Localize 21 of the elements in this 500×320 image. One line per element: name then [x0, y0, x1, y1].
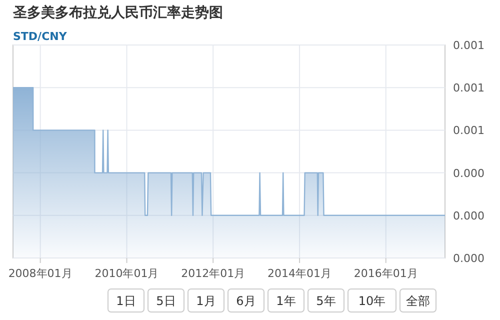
- y-tick-label: 0.001: [453, 124, 484, 138]
- text: 10年: [358, 294, 386, 308]
- chart-subtitle: STD/CNY: [13, 30, 68, 43]
- text: 5年: [316, 294, 336, 308]
- x-tick-label: 2010年01月: [94, 267, 159, 280]
- x-tick-label: 2016年01月: [354, 267, 418, 280]
- y-tick-label: 0.000: [453, 166, 484, 180]
- y-tick-label: 0.000: [453, 252, 484, 265]
- text: 6月: [236, 294, 256, 308]
- y-tick-label: 0.000: [453, 209, 484, 222]
- text: 1月: [196, 294, 216, 308]
- x-tick-label: 2012年01月: [181, 267, 246, 280]
- chart-title: 圣多美多布拉兑人民币汇率走势图: [12, 4, 223, 21]
- y-tick-label: 0.001: [453, 39, 484, 52]
- text: 1年: [276, 294, 296, 308]
- text: 1日: [116, 294, 136, 308]
- x-tick-label: 2008年01月: [8, 267, 72, 280]
- x-tick-label: 2014年01月: [268, 267, 332, 280]
- text: 5日: [156, 294, 176, 308]
- y-tick-label: 0.001: [453, 82, 484, 95]
- text: 全部: [406, 294, 430, 308]
